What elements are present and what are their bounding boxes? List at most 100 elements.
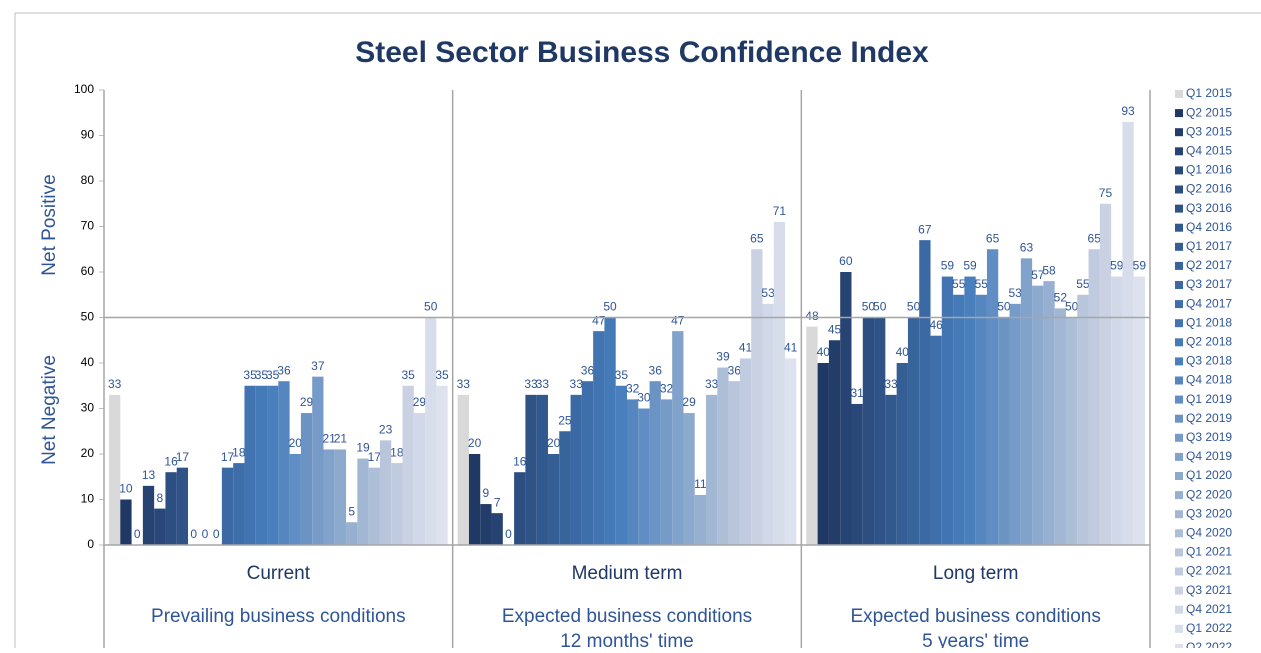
legend-label: Q2 2015 <box>1186 105 1232 119</box>
legend-swatch <box>1175 204 1183 213</box>
data-label: 59 <box>941 259 955 273</box>
legend-swatch <box>1175 90 1183 98</box>
legend-label: Q3 2019 <box>1186 430 1232 444</box>
data-label: 0 <box>213 527 220 541</box>
data-label: 59 <box>963 259 977 273</box>
data-label: 9 <box>483 486 490 500</box>
bar <box>739 358 752 545</box>
data-label: 8 <box>156 491 163 505</box>
data-label: 33 <box>570 377 584 391</box>
bar <box>604 317 616 545</box>
data-label: 67 <box>918 222 932 236</box>
bar <box>436 385 448 545</box>
bar <box>559 431 571 545</box>
category-description: Expected business conditions <box>851 606 1101 627</box>
data-label: 20 <box>289 436 303 450</box>
data-label: 30 <box>637 391 651 405</box>
bar <box>391 463 403 545</box>
bar <box>896 363 908 545</box>
bar <box>998 317 1010 545</box>
data-label: 65 <box>1088 231 1102 245</box>
data-label: 17 <box>221 450 235 464</box>
legend-label: Q3 2017 <box>1186 277 1232 291</box>
bar <box>581 381 594 545</box>
legend-label: Q4 2017 <box>1186 296 1232 310</box>
y-tick-label: 60 <box>81 264 95 278</box>
legend-label: Q1 2021 <box>1186 545 1232 559</box>
bar <box>930 335 942 545</box>
y-tick-label: 10 <box>81 492 95 506</box>
bar <box>109 394 121 545</box>
legend-label: Q4 2020 <box>1186 525 1232 539</box>
legend-label: Q2 2020 <box>1186 487 1232 501</box>
bar <box>1077 294 1089 545</box>
data-label: 29 <box>682 395 696 409</box>
legend-swatch <box>1175 357 1183 366</box>
data-label: 32 <box>660 382 674 396</box>
bar <box>221 467 234 545</box>
bar <box>986 249 999 545</box>
bar <box>402 385 414 545</box>
data-label: 35 <box>255 368 269 382</box>
chart-title: Steel Sector Business Confidence Index <box>355 36 929 69</box>
data-label: 40 <box>817 345 831 359</box>
bar <box>233 463 245 545</box>
bar <box>817 363 829 545</box>
bar <box>840 272 852 545</box>
legend-label: Q4 2015 <box>1186 143 1232 157</box>
bar <box>806 326 818 545</box>
bar <box>728 381 740 545</box>
bar <box>975 294 987 545</box>
legend-swatch <box>1175 529 1183 538</box>
legend-label: Q3 2015 <box>1186 124 1232 138</box>
data-label: 65 <box>750 231 764 245</box>
bar <box>165 472 177 545</box>
data-label: 53 <box>1008 286 1022 300</box>
category-label: Long term <box>933 563 1019 584</box>
data-label: 63 <box>1020 241 1034 255</box>
data-label: 58 <box>1042 263 1056 277</box>
bar <box>785 358 797 545</box>
legend-swatch <box>1175 223 1183 232</box>
y-tick-label: 30 <box>81 401 95 415</box>
legend-label: Q4 2018 <box>1186 373 1232 387</box>
data-label: 31 <box>850 386 864 400</box>
legend-swatch <box>1175 128 1183 137</box>
bar <box>1099 203 1112 545</box>
bar <box>627 399 639 545</box>
y-tick-label: 50 <box>81 310 95 324</box>
bar <box>706 394 718 545</box>
data-label: 52 <box>1054 291 1068 305</box>
legend-swatch <box>1175 567 1183 576</box>
bar <box>334 449 347 545</box>
data-label: 93 <box>1121 104 1135 118</box>
legend-swatch <box>1175 414 1183 423</box>
bar <box>694 494 707 545</box>
bar <box>660 399 673 545</box>
bar <box>751 249 763 545</box>
legend-swatch <box>1175 548 1183 557</box>
bar <box>717 367 729 545</box>
data-label: 16 <box>513 454 527 468</box>
data-label: 50 <box>862 300 876 314</box>
data-label: 50 <box>907 300 921 314</box>
legend-label: Q3 2021 <box>1186 583 1232 597</box>
bar <box>964 276 976 545</box>
bar <box>941 276 954 545</box>
bar <box>536 394 548 545</box>
legend-label: Q1 2022 <box>1186 621 1232 635</box>
legend-swatch <box>1175 491 1183 500</box>
data-label: 32 <box>626 382 640 396</box>
bar <box>638 408 650 545</box>
bar <box>278 381 290 545</box>
legend-swatch <box>1175 395 1183 404</box>
category-description: Expected business conditions <box>502 606 752 627</box>
category-description: Prevailing business conditions <box>151 606 406 627</box>
data-label: 50 <box>603 300 617 314</box>
data-label: 21 <box>334 432 348 446</box>
legend-swatch <box>1175 643 1183 652</box>
bar <box>491 513 503 545</box>
bar <box>357 458 369 545</box>
bar <box>570 394 582 545</box>
